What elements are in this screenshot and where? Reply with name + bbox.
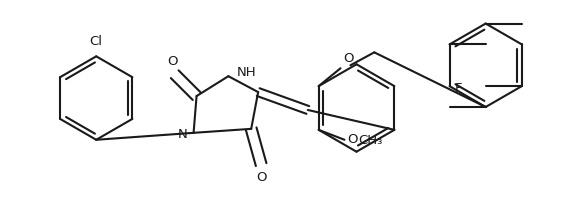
Text: O: O <box>168 55 178 68</box>
Text: O: O <box>348 133 358 146</box>
Text: CH₃: CH₃ <box>358 134 383 147</box>
Text: F: F <box>454 82 462 95</box>
Text: Cl: Cl <box>90 35 103 48</box>
Text: NH: NH <box>237 66 256 79</box>
Text: O: O <box>256 171 267 184</box>
Text: O: O <box>344 52 354 65</box>
Text: N: N <box>178 128 187 141</box>
